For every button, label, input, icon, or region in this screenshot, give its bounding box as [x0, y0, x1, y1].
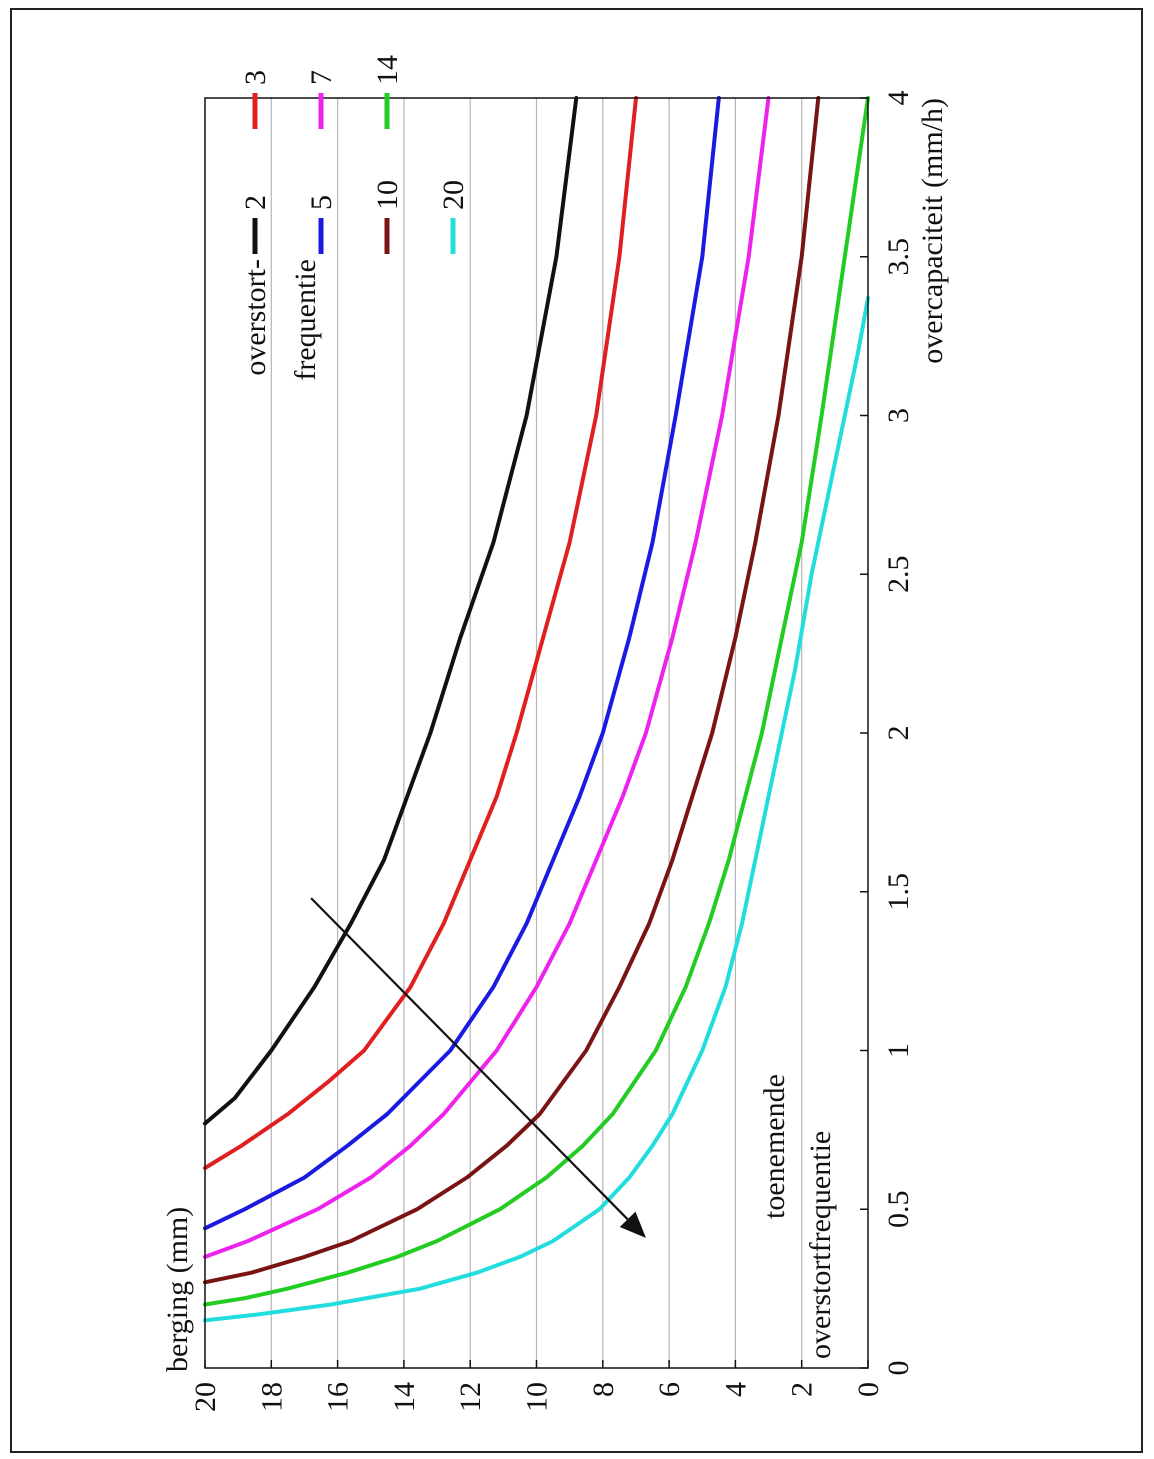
ticks [204, 97, 869, 1369]
y-tick-label: 12 [454, 1382, 487, 1412]
annotation-text-line-2: overstortfrequentie [804, 1131, 837, 1359]
series-line-20 [203, 296, 870, 1323]
x-tick-label: 1 [882, 1043, 915, 1058]
y-tick-label: 4 [719, 1382, 752, 1397]
y-tick-label: 20 [189, 1382, 222, 1412]
x-tick-labels: 0 0.5 1 1.5 2 2.5 3 3.5 4 [882, 91, 915, 1376]
y-tick-label: 2 [786, 1382, 819, 1397]
series-group [203, 96, 870, 1323]
annotation-arrow-head [619, 1211, 646, 1238]
grid [270, 98, 803, 1368]
legend-title-line-2: frequentie [289, 259, 322, 381]
legend-label-10: 10 [371, 180, 404, 210]
y-tick-labels: 0 2 4 6 8 10 12 14 16 18 20 [189, 1382, 885, 1412]
legend: overstort- frequentie 2 3 5 7 10 14 20 [239, 55, 470, 381]
figure-frame [10, 8, 1143, 1453]
y-tick-label: 10 [521, 1382, 554, 1412]
legend-label-7: 7 [305, 70, 338, 85]
series-line-10 [203, 96, 821, 1285]
rotated-chart: 0 2 4 6 8 10 12 14 16 18 20 0 0.5 1 1.5 2 2.5 3 3.5 4 berg… [161, 55, 949, 1412]
y-tick-label: 0 [852, 1382, 885, 1397]
series-line-2 [203, 96, 579, 1126]
legend-label-3: 3 [239, 70, 272, 85]
series-line-7 [203, 96, 771, 1259]
series-line-5 [203, 96, 721, 1231]
annotation: toenemende overstortfrequentie [310, 897, 837, 1359]
x-tick-label: 2 [882, 726, 915, 741]
y-tick-label: 16 [322, 1382, 355, 1412]
legend-label-5: 5 [305, 195, 338, 210]
x-tick-label: 0 [882, 1361, 915, 1376]
y-tick-label: 18 [255, 1382, 288, 1412]
series-line-3 [203, 96, 638, 1170]
x-tick-label: 4 [882, 91, 915, 106]
y-axis-label: berging (mm) [161, 1207, 194, 1372]
y-tick-label: 6 [653, 1382, 686, 1397]
annotation-arrow-line [310, 897, 629, 1221]
legend-label-2: 2 [239, 195, 272, 210]
x-tick-label: 3.5 [882, 238, 915, 276]
legend-label-14: 14 [371, 55, 404, 85]
x-tick-label: 3 [882, 408, 915, 423]
y-tick-label: 8 [587, 1382, 620, 1397]
x-tick-label: 1.5 [882, 873, 915, 911]
annotation-text-line-1: toenemende [758, 1074, 791, 1219]
y-tick-label: 14 [388, 1382, 421, 1412]
legend-label-20: 20 [437, 180, 470, 210]
x-tick-label: 0.5 [882, 1191, 915, 1229]
series-line-14 [203, 96, 870, 1307]
x-tick-label: 2.5 [882, 556, 915, 594]
legend-title-line-1: overstort- [239, 259, 272, 376]
x-axis-label: overcapaciteit (mm/h) [916, 98, 949, 364]
